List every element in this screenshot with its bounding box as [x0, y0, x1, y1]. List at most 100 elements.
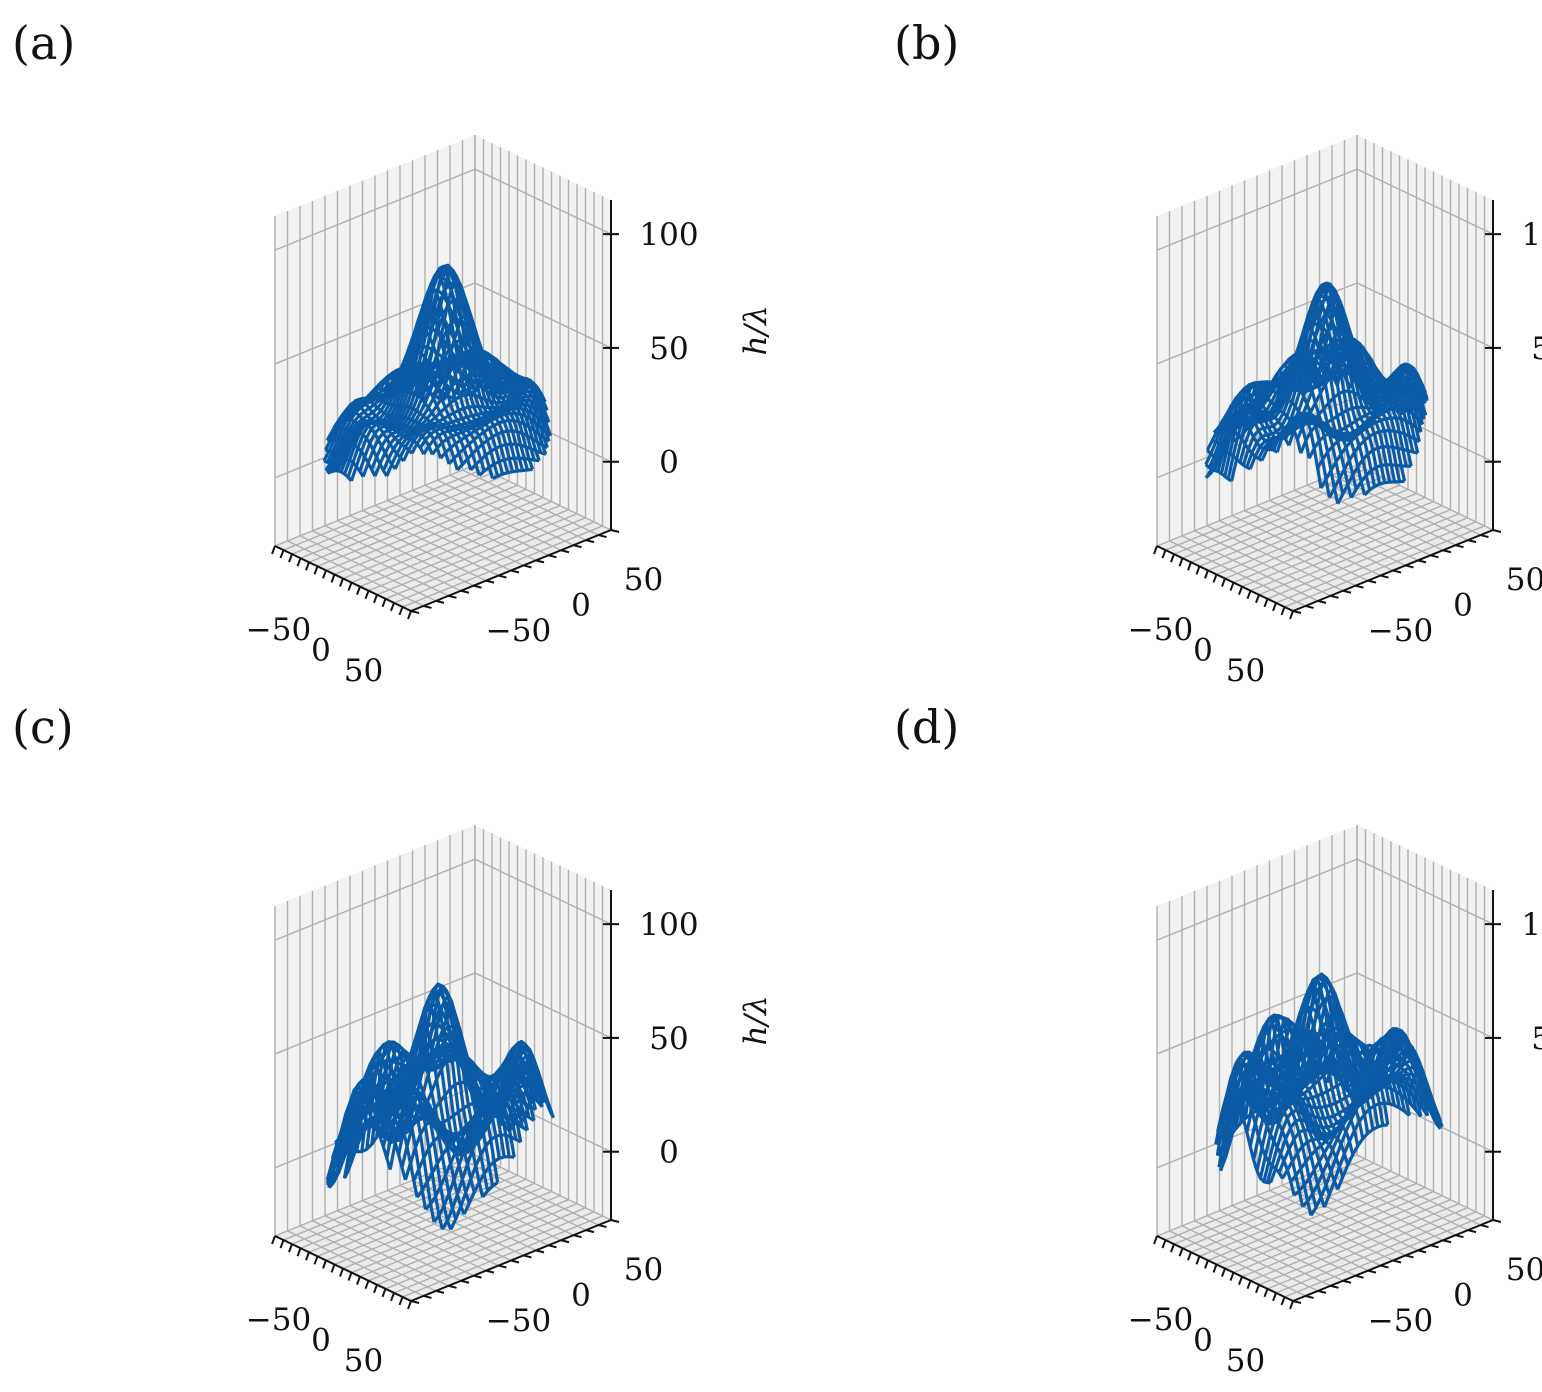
z-tick-label: 50 — [1531, 331, 1542, 367]
x-tick-label: 50 — [344, 1343, 383, 1379]
surface-line — [519, 1092, 554, 1125]
surface-line — [380, 984, 506, 1158]
grid-line — [1258, 513, 1460, 596]
grid-line — [1306, 1174, 1444, 1241]
y-tick — [548, 1244, 557, 1249]
y-tick — [548, 554, 557, 559]
y-tick-label: 50 — [1506, 1252, 1542, 1288]
y-tick — [535, 1249, 545, 1254]
x-tick — [1153, 545, 1158, 555]
grid-line — [1281, 1184, 1419, 1252]
grid-line — [368, 1199, 569, 1282]
grid-line — [1267, 517, 1468, 600]
y-tick — [1405, 564, 1414, 569]
z-tick-label: 100 — [1521, 217, 1542, 253]
x-tick — [398, 606, 404, 616]
grid-line — [274, 168, 612, 251]
grid-line — [449, 474, 587, 541]
y-tick — [1342, 1279, 1352, 1284]
panel-label: (b) — [894, 16, 960, 70]
surface-wireframe — [1214, 972, 1444, 1217]
x-tick — [1255, 594, 1260, 604]
y-tick — [1392, 1259, 1402, 1264]
x-tick-label: −50 — [246, 1302, 311, 1338]
grid-line — [412, 489, 549, 556]
y-tick — [598, 1224, 607, 1229]
y-tick — [460, 589, 470, 594]
x-tick — [373, 594, 378, 604]
surface-line — [1219, 1050, 1331, 1196]
y-tick — [1455, 544, 1464, 549]
grid-line — [1256, 1194, 1394, 1262]
x-tick — [322, 570, 327, 579]
surface-line — [1220, 1050, 1340, 1190]
grid-line — [359, 1194, 561, 1278]
x-tick — [313, 565, 319, 575]
x-tick — [1229, 582, 1235, 591]
x-tick — [1178, 1247, 1184, 1257]
z-axis — [1485, 890, 1501, 1220]
x-tick — [398, 1296, 404, 1306]
surface-line — [1398, 407, 1421, 416]
y-tick — [1367, 1269, 1377, 1274]
y-tick — [410, 610, 420, 614]
y-tick — [1305, 1294, 1314, 1299]
x-tick — [1263, 598, 1269, 608]
x-tick — [1280, 606, 1286, 616]
y-tick — [1480, 534, 1489, 539]
y-tick — [1467, 1229, 1477, 1234]
y-tick — [1292, 1300, 1302, 1304]
grid-line — [1156, 972, 1494, 1055]
y-axis — [1292, 529, 1502, 614]
grid-line — [1284, 1215, 1485, 1298]
x-tick — [356, 586, 361, 595]
surface-line — [1217, 1056, 1326, 1208]
z-tick-label: 100 — [1521, 907, 1542, 943]
x-tick — [1289, 1300, 1294, 1310]
x-tick-label: 50 — [344, 653, 383, 689]
y-tick-label: 50 — [624, 562, 663, 598]
y-tick — [1442, 1239, 1452, 1244]
z-tick-label: 50 — [649, 331, 688, 367]
x-tick — [390, 1292, 395, 1302]
grid-line — [1281, 494, 1419, 562]
y-tick-label: 0 — [571, 1278, 591, 1314]
y-tick — [573, 544, 582, 549]
x-tick — [1280, 1296, 1286, 1306]
grid-line — [1331, 1164, 1469, 1231]
y-tick — [560, 549, 570, 554]
y-tick — [1317, 599, 1327, 604]
grid-line — [1267, 1207, 1468, 1290]
y-tick — [1367, 579, 1377, 584]
y-tick — [1380, 1264, 1389, 1269]
surface-line — [1387, 397, 1427, 412]
surface-line — [1375, 384, 1429, 403]
x-tick — [1238, 586, 1243, 595]
x-tick — [279, 549, 285, 559]
y-tick — [535, 559, 545, 564]
y-tick — [1355, 1274, 1364, 1279]
x-tick — [364, 1280, 370, 1290]
grid-line — [274, 858, 612, 941]
x-tick — [296, 1247, 302, 1257]
x-tick-label: 0 — [1193, 633, 1213, 669]
x-axis — [271, 1235, 412, 1310]
y-tick — [435, 1289, 445, 1294]
x-tick — [1204, 570, 1209, 579]
grid-line — [376, 513, 578, 596]
x-tick — [1161, 549, 1167, 559]
y-tick — [448, 1284, 457, 1289]
grid-line — [1275, 521, 1477, 604]
x-tick-label: 0 — [1193, 1323, 1213, 1359]
grid-line — [402, 525, 603, 608]
z-axis-label: h/λ — [738, 305, 774, 355]
surface-line — [450, 348, 553, 437]
panel-a: (a) 0 50 100 h/λ −50 0 50 −50 0 50 — [0, 0, 774, 696]
grid-line — [1241, 1194, 1443, 1278]
y-tick — [448, 594, 457, 599]
